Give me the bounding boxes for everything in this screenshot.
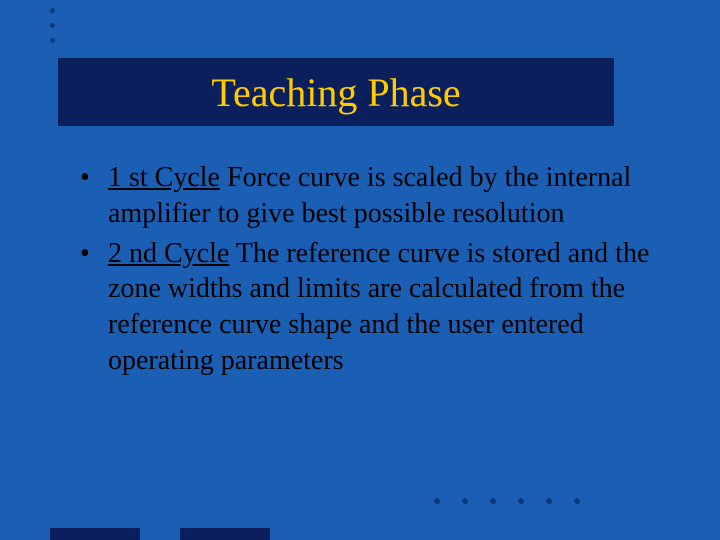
cycle-label: 2 nd Cycle <box>108 238 229 269</box>
decor-dot <box>50 8 55 13</box>
decor-dot <box>546 498 552 504</box>
decor-dot <box>50 38 55 43</box>
title-bar: Teaching Phase <box>58 58 614 126</box>
decor-dots-top-left <box>50 8 55 43</box>
bullet-list: 1 st Cycle Force curve is scaled by the … <box>80 160 650 379</box>
decor-dot <box>518 498 524 504</box>
decor-dot <box>462 498 468 504</box>
decor-dot <box>574 498 580 504</box>
decor-bar <box>50 528 140 540</box>
bullet-item: 2 nd Cycle The reference curve is stored… <box>80 236 650 379</box>
decor-bars-bottom-left <box>50 528 270 540</box>
bullet-item: 1 st Cycle Force curve is scaled by the … <box>80 160 650 232</box>
slide-content: 1 st Cycle Force curve is scaled by the … <box>80 160 650 383</box>
decor-dots-bottom-right <box>434 498 580 504</box>
slide: Teaching Phase 1 st Cycle Force curve is… <box>0 0 720 540</box>
slide-title: Teaching Phase <box>211 69 460 116</box>
decor-dot <box>50 23 55 28</box>
decor-dot <box>434 498 440 504</box>
cycle-label: 1 st Cycle <box>108 162 220 193</box>
decor-dot <box>490 498 496 504</box>
decor-bar <box>180 528 270 540</box>
